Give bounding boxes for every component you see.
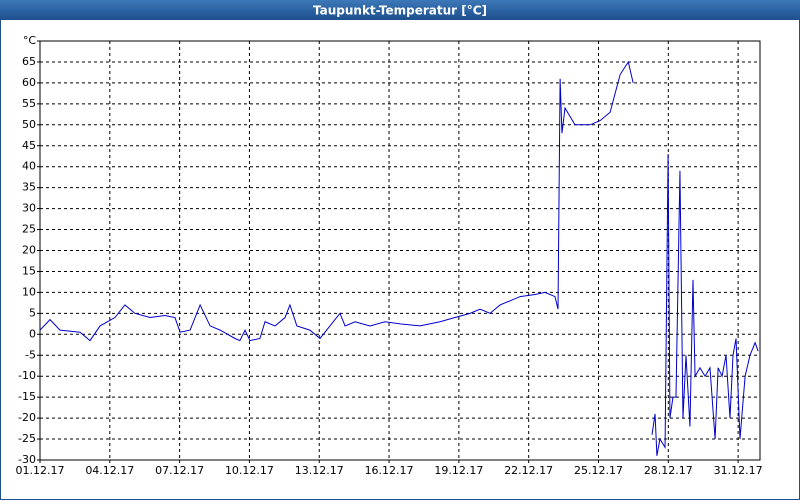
x-tick-label: 07.12.17 [155, 464, 204, 477]
chart-title: Taupunkt-Temperatur [°C] [313, 4, 487, 18]
y-tick-label: 55 [22, 97, 36, 110]
x-tick-label: 31.12.17 [714, 464, 763, 477]
y-tick-label: -20 [18, 411, 36, 424]
y-tick-label: 5 [29, 306, 36, 319]
y-tick-label: 20 [22, 244, 36, 257]
y-tick-label: -25 [18, 432, 36, 445]
y-tick-label: 50 [22, 118, 36, 131]
y-tick-label: -5 [25, 348, 36, 361]
y-tick-label: -10 [18, 369, 36, 382]
x-tick-label: 04.12.17 [85, 464, 134, 477]
x-tick-label: 13.12.17 [295, 464, 344, 477]
y-tick-label: 25 [22, 223, 36, 236]
y-tick-label: 60 [22, 76, 36, 89]
y-tick-label: 65 [22, 55, 36, 68]
x-tick-label: 25.12.17 [574, 464, 623, 477]
data-line [39, 60, 759, 456]
y-tick-label: 35 [22, 181, 36, 194]
x-tick-label: 16.12.17 [365, 464, 414, 477]
y-tick-label: -15 [18, 390, 36, 403]
y-tick-label: 45 [22, 139, 36, 152]
y-tick-label: -30 [18, 453, 36, 466]
x-tick-label: 22.12.17 [504, 464, 553, 477]
x-tick-label: 19.12.17 [434, 464, 483, 477]
y-tick-label: 0 [29, 327, 36, 340]
y-tick-label: 40 [22, 160, 36, 173]
x-tick-label: 10.12.17 [225, 464, 274, 477]
y-tick-label: °C [23, 34, 37, 47]
x-tick-label: 01.12.17 [16, 464, 65, 477]
y-tick-label: 30 [22, 202, 36, 215]
x-tick-label: 28.12.17 [644, 464, 693, 477]
y-tick-label: 15 [22, 264, 36, 277]
y-tick-label: 10 [22, 285, 36, 298]
title-bar [0, 0, 800, 20]
